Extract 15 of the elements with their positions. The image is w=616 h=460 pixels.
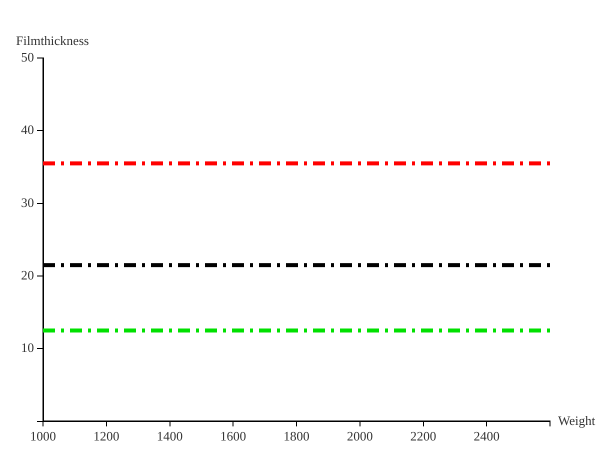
x-tick-label: 1400 — [156, 428, 183, 444]
y-tick-label: 50 — [21, 49, 34, 64]
x-tick-label: 1600 — [220, 428, 246, 444]
x-tick-label: 1000 — [30, 428, 56, 444]
x-tick-label: 2000 — [346, 428, 373, 444]
x-tick-label: 2200 — [410, 428, 436, 444]
x-axis-title: Weight — [558, 412, 596, 428]
x-tick-label: 2400 — [474, 428, 500, 444]
x-tick-label: 1200 — [93, 428, 120, 444]
y-tick-label: 40 — [21, 122, 34, 138]
y-tick-label: 20 — [21, 267, 34, 282]
y-tick-label: 30 — [21, 194, 34, 210]
x-tick-label: 1800 — [284, 428, 310, 444]
y-tick-label: 10 — [21, 340, 34, 356]
y-axis-title: Filmthickness — [16, 32, 89, 48]
